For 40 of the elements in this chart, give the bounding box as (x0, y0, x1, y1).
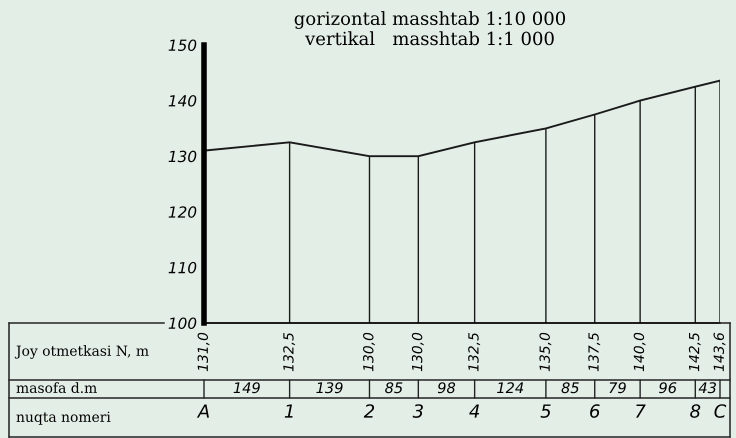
text: 96 (659, 382, 676, 394)
data-label: 132,5 (468, 332, 480, 372)
x-tick-label: A (196, 404, 209, 418)
y-tick-label: 100 (168, 317, 196, 330)
y-tick-label: 120 (168, 206, 196, 218)
text: masofa d.m (16, 382, 97, 394)
chart-subtitle: vertikal masshtab 1:1 000 (305, 31, 554, 46)
text: 43 (698, 382, 716, 394)
y-tick-label: 130 (168, 150, 196, 162)
x-tick-label: 1 (284, 404, 293, 418)
x-tick-label: 3 (412, 404, 423, 418)
data-label: 130,0 (412, 332, 424, 372)
data-label: 132,5 (283, 332, 296, 372)
y-tick-label: 150 (168, 39, 196, 52)
x-tick-label: 4 (469, 404, 480, 418)
data-label: 143,6 (714, 332, 726, 372)
data-label: 135,0 (539, 332, 552, 372)
x-tick-label: C (714, 404, 726, 418)
x-tick-label: 6 (590, 404, 600, 418)
text: nuqta nomeri (16, 412, 111, 425)
text: Joy otmetkasi N, m (14, 345, 149, 359)
y-tick-label: 140 (168, 95, 196, 107)
text: 139 (316, 382, 343, 394)
text: 149 (234, 382, 260, 394)
text: 85 (562, 382, 579, 394)
data-label: 130,0 (363, 332, 375, 372)
chart-title: gorizontal masshtab 1:10 000 (294, 11, 566, 29)
x-tick-label: 5 (540, 404, 551, 418)
data-label: 142,5 (688, 332, 701, 372)
data-label: 131,0 (198, 332, 210, 372)
x-tick-label: 7 (636, 404, 646, 418)
text: 98 (438, 382, 456, 394)
text: 79 (610, 382, 626, 394)
text: 124 (497, 382, 524, 394)
y-tick-label: 110 (168, 262, 196, 274)
data-label: 137,5 (588, 332, 600, 372)
x-tick-label: 2 (364, 404, 374, 418)
text: 85 (385, 382, 402, 394)
x-tick-label: 8 (690, 404, 700, 418)
data-label: 140,0 (634, 332, 646, 372)
